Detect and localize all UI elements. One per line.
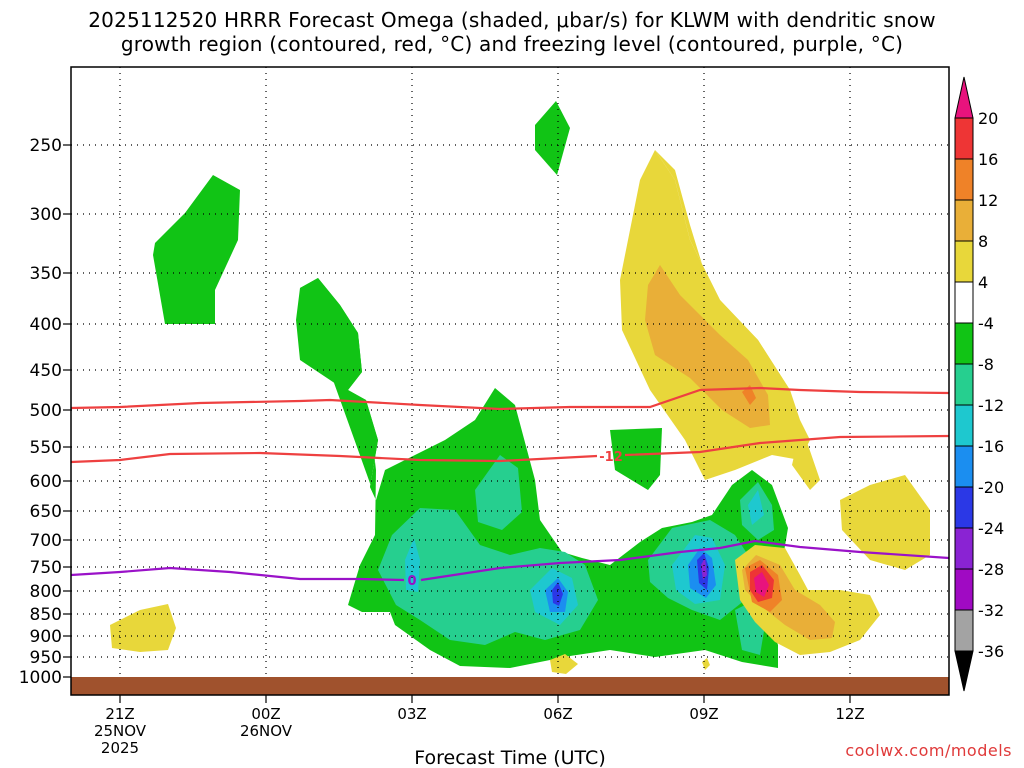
x-tick-sublabel: 2025: [101, 739, 139, 757]
colorbar-label: 20: [978, 109, 998, 128]
omega-region: [702, 658, 710, 670]
omega-region: [550, 654, 578, 674]
colorbar-labels: 20 16 12 8 4 -4 -8 -12 -16 -20 -24 -28 -…: [978, 109, 1004, 661]
x-tick-label: 12Z: [835, 705, 864, 723]
y-tick-label: 950: [30, 648, 62, 668]
omega-region: [754, 572, 769, 597]
colorbar-swatch: [954, 363, 974, 406]
colorbar-label: -28: [978, 560, 1004, 579]
y-tick-label: 900: [30, 627, 62, 647]
y-tick-label: 500: [30, 401, 62, 421]
colorbar-label: 12: [978, 191, 998, 210]
site-credit-link[interactable]: coolwx.com/models: [845, 741, 1012, 760]
omega-shading: [110, 101, 930, 674]
colorbar-swatch: [954, 117, 974, 160]
y-tick-label: 850: [30, 605, 62, 625]
y-tick-label: 450: [30, 361, 62, 381]
colorbar-label: -8: [978, 355, 994, 374]
x-tick-sublabel: 26NOV: [240, 722, 293, 740]
colorbar-top-arrow: [954, 76, 974, 119]
omega-region: [535, 101, 570, 175]
freezing-level-contour: [70, 539, 950, 582]
colorbar-bottom-arrow: [954, 650, 974, 692]
y-tick-label: 400: [30, 315, 62, 335]
y-axis: 250 300 350 400 450 500 550 600 650 700 …: [19, 136, 62, 688]
omega-region: [153, 175, 240, 324]
colorbar-swatch: [954, 568, 974, 611]
colorbar-label: 4: [978, 273, 988, 292]
y-tick-label: 800: [30, 582, 62, 602]
colorbar-label: -4: [978, 314, 994, 333]
omega-region: [748, 490, 764, 525]
colorbar-label: 8: [978, 232, 988, 251]
colorbar-label: -12: [978, 396, 1004, 415]
colorbar-label: -36: [978, 642, 1004, 661]
dendritic-contour-label: -12: [599, 450, 623, 465]
dendritic-contour-lower: [70, 434, 950, 464]
x-tick-label: 00Z: [251, 705, 280, 723]
colorbar-swatch: [954, 158, 974, 201]
y-tick-label: 550: [30, 438, 62, 458]
y-tick-label: 300: [30, 205, 62, 225]
x-tick-label: 06Z: [543, 705, 572, 723]
colorbar-label: -20: [978, 478, 1004, 497]
colorbar-label: -24: [978, 519, 1004, 538]
omega-region: [840, 475, 930, 570]
colorbar-swatch: [954, 404, 974, 447]
colorbar-swatch: [954, 527, 974, 570]
colorbar-swatch: [954, 445, 974, 488]
x-tick-marks: [119, 695, 851, 703]
omega-region: [742, 385, 756, 405]
freezing-level-label: 0: [407, 574, 416, 589]
colorbar-label: 16: [978, 150, 998, 169]
ground-strip: [71, 677, 949, 695]
colorbar-swatch: [954, 281, 974, 324]
x-tick-label: 09Z: [689, 705, 718, 723]
colorbar: [954, 76, 974, 692]
x-tick-label: 03Z: [397, 705, 426, 723]
colorbar-label: -32: [978, 601, 1004, 620]
chart-title-line-1: 2025112520 HRRR Forecast Omega (shaded, …: [88, 8, 936, 32]
colorbar-swatch: [954, 199, 974, 242]
plot-frame: [70, 66, 950, 696]
y-tick-label: 750: [30, 558, 62, 578]
x-axis-title: Forecast Time (UTC): [414, 747, 605, 768]
colorbar-swatch: [954, 240, 974, 283]
y-tick-label: 700: [30, 531, 62, 551]
colorbar-swatch: [954, 609, 974, 652]
y-tick-label: 650: [30, 502, 62, 522]
omega-region: [552, 582, 563, 606]
colorbar-swatch: [954, 486, 974, 529]
y-tick-marks: [63, 144, 71, 678]
dendritic-contour-upper: [70, 386, 950, 411]
omega-region: [610, 428, 662, 490]
y-tick-label: 1000: [19, 668, 62, 688]
x-axis: 21Z 25NOV 2025 00Z 26NOV 03Z 06Z 09Z 12Z: [94, 705, 865, 757]
x-tick-sublabel: 25NOV: [94, 722, 147, 740]
y-tick-label: 600: [30, 472, 62, 492]
colorbar-label: -16: [978, 437, 1004, 456]
omega-region: [645, 265, 770, 428]
x-tick-label: 21Z: [105, 705, 134, 723]
colorbar-swatch: [954, 322, 974, 365]
y-tick-label: 350: [30, 264, 62, 284]
omega-region: [475, 455, 522, 530]
omega-region: [110, 604, 176, 652]
y-tick-label: 250: [30, 136, 62, 156]
chart-title-line-2: growth region (contoured, red, °C) and f…: [120, 32, 904, 56]
omega-region: [701, 558, 707, 580]
